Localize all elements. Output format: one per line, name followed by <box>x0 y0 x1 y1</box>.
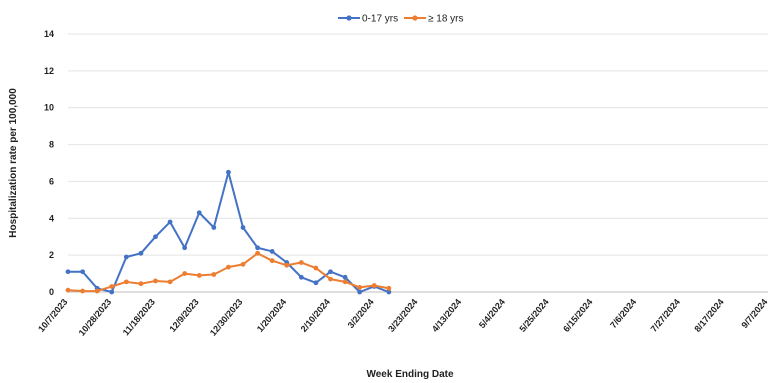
data-point <box>182 245 188 251</box>
data-point <box>284 262 290 268</box>
y-tick-label: 0 <box>49 287 54 297</box>
data-point <box>226 169 231 175</box>
data-point <box>255 250 260 256</box>
x-tick-label: 10/28/2023 <box>77 297 114 338</box>
data-point <box>328 276 333 282</box>
data-point <box>240 225 246 230</box>
y-tick-label: 10 <box>44 103 54 113</box>
data-point <box>182 271 188 276</box>
data-point <box>153 234 158 240</box>
legend: 0-17 yrs ≥ 18 yrs <box>338 14 464 25</box>
x-tick-label: 9/7/2024 <box>739 297 769 330</box>
data-point <box>138 281 144 287</box>
data-point <box>357 289 363 295</box>
data-point <box>109 284 115 289</box>
data-point <box>386 285 392 291</box>
x-tick-label: 3/23/2024 <box>386 297 419 334</box>
x-axis-title: Week Ending Date <box>366 369 453 380</box>
data-point <box>167 279 173 285</box>
data-point <box>298 274 304 280</box>
data-point <box>196 273 202 278</box>
legend-marker <box>346 15 352 21</box>
x-tick-label: 7/6/2024 <box>608 297 638 330</box>
y-tick-label: 4 <box>49 213 54 223</box>
data-point <box>123 254 129 260</box>
series-line-2 <box>67 252 390 293</box>
data-point <box>153 278 158 284</box>
x-tick-label: 2/10/2024 <box>299 297 332 334</box>
x-tick-label: 4/13/2024 <box>430 297 463 334</box>
x-tick-label: 5/4/2024 <box>477 297 507 330</box>
y-tick-label: 6 <box>49 176 54 186</box>
x-tick-label: 10/7/2023 <box>36 297 69 334</box>
x-tick-label: 7/27/2024 <box>649 297 682 334</box>
data-point <box>386 289 392 295</box>
data-point <box>211 225 217 230</box>
x-tick-labels: 10/7/2023 10/28/2023 11/18/2023 12/9/2023 12… <box>36 297 769 338</box>
series-line-1 <box>68 171 390 293</box>
data-point <box>371 283 377 288</box>
data-point <box>313 280 319 286</box>
gridlines <box>68 33 768 293</box>
data-point <box>240 261 246 267</box>
data-point <box>65 287 71 293</box>
x-tick-label: 8/17/2024 <box>692 297 725 334</box>
data-point <box>167 219 173 225</box>
y-tick-label: 14 <box>44 29 54 39</box>
data-point <box>269 258 275 264</box>
data-point <box>226 264 231 270</box>
y-tick-label: 12 <box>44 66 54 76</box>
data-point <box>65 269 71 275</box>
data-point <box>313 265 319 271</box>
data-point <box>211 272 217 277</box>
data-point <box>80 288 85 294</box>
y-tick-label: 8 <box>49 140 54 150</box>
x-tick-label: 1/20/2024 <box>255 297 288 334</box>
data-point <box>269 249 275 254</box>
data-point <box>138 250 144 256</box>
series-group <box>65 169 392 295</box>
legend-label: 0-17 yrs <box>362 14 398 25</box>
data-point <box>196 210 202 216</box>
y-tick-label: 2 <box>49 250 54 260</box>
data-point <box>255 245 260 251</box>
data-point <box>123 279 129 285</box>
y-axis-title: Hospitalization rate per 100,000 <box>8 88 19 238</box>
data-point <box>94 288 100 294</box>
x-tick-label: 3/2/2024 <box>346 297 376 330</box>
x-tick-label: 5/25/2024 <box>517 297 550 334</box>
data-point <box>328 269 333 275</box>
legend-marker <box>412 15 418 21</box>
y-tick-labels: 0 2 4 6 8 10 12 14 <box>44 29 54 297</box>
data-point <box>298 260 304 265</box>
data-point <box>342 274 348 280</box>
data-point <box>109 289 115 295</box>
data-point <box>80 269 85 275</box>
x-tick-label: 12/9/2023 <box>167 297 200 334</box>
data-point <box>357 284 363 290</box>
x-tick-label: 12/30/2023 <box>208 297 245 338</box>
x-tick-label: 11/18/2023 <box>121 297 157 338</box>
data-point <box>342 279 348 285</box>
legend-label: ≥ 18 yrs <box>428 14 464 25</box>
x-tick-label: 6/15/2024 <box>561 297 594 334</box>
